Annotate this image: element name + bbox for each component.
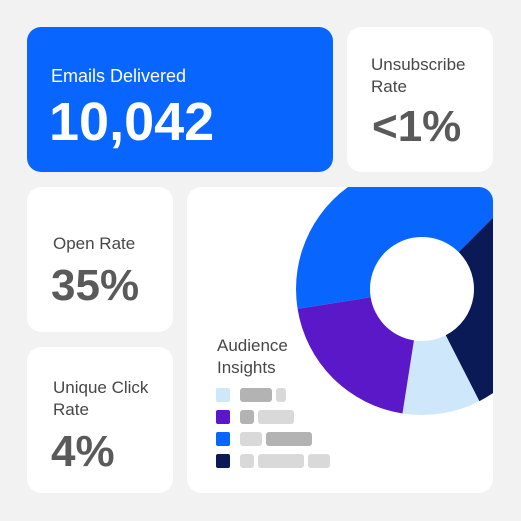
legend-placeholder-bar (276, 388, 286, 402)
unique-click-rate-value: 4% (51, 427, 115, 476)
audience-donut-chart (296, 187, 493, 415)
audience-insights-label: Audience Insights (217, 336, 288, 377)
legend-swatch-navy (216, 454, 230, 468)
unsubscribe-rate-card: Unsubscribe Rate <1% (347, 27, 493, 172)
unsubscribe-rate-label: Unsubscribe Rate (371, 55, 466, 96)
open-rate-card: Open Rate 35% (27, 187, 173, 332)
legend-placeholder-bar (240, 454, 254, 468)
legend-swatch-purple (216, 410, 230, 424)
emails-delivered-label: Emails Delivered (51, 66, 187, 86)
legend-placeholder-bar (258, 410, 294, 424)
unique-click-rate-card: Unique Click Rate 4% (27, 347, 173, 493)
open-rate-label: Open Rate (53, 234, 136, 253)
legend-swatch-blue (216, 432, 230, 446)
legend-placeholder-bar (308, 454, 330, 468)
open-rate-value: 35% (51, 261, 140, 310)
legend-placeholder-bar (240, 432, 262, 446)
legend-placeholder-bar (240, 410, 254, 424)
emails-delivered-value: 10,042 (49, 92, 215, 152)
legend-placeholder-bar (258, 454, 304, 468)
donut-slice (445, 217, 493, 402)
donut-slice (402, 335, 480, 415)
audience-insights-card: Audience Insights (187, 187, 493, 493)
emails-delivered-card: Emails Delivered 10,042 (27, 27, 333, 172)
audience-legend (216, 388, 366, 478)
donut-slice (297, 297, 414, 414)
donut-slice (296, 187, 493, 309)
legend-swatch-light-blue (216, 388, 230, 402)
legend-placeholder-bar (266, 432, 312, 446)
unique-click-rate-label: Unique Click Rate (53, 378, 149, 419)
legend-placeholder-bar (240, 388, 272, 402)
unsubscribe-rate-value: <1% (372, 102, 462, 151)
